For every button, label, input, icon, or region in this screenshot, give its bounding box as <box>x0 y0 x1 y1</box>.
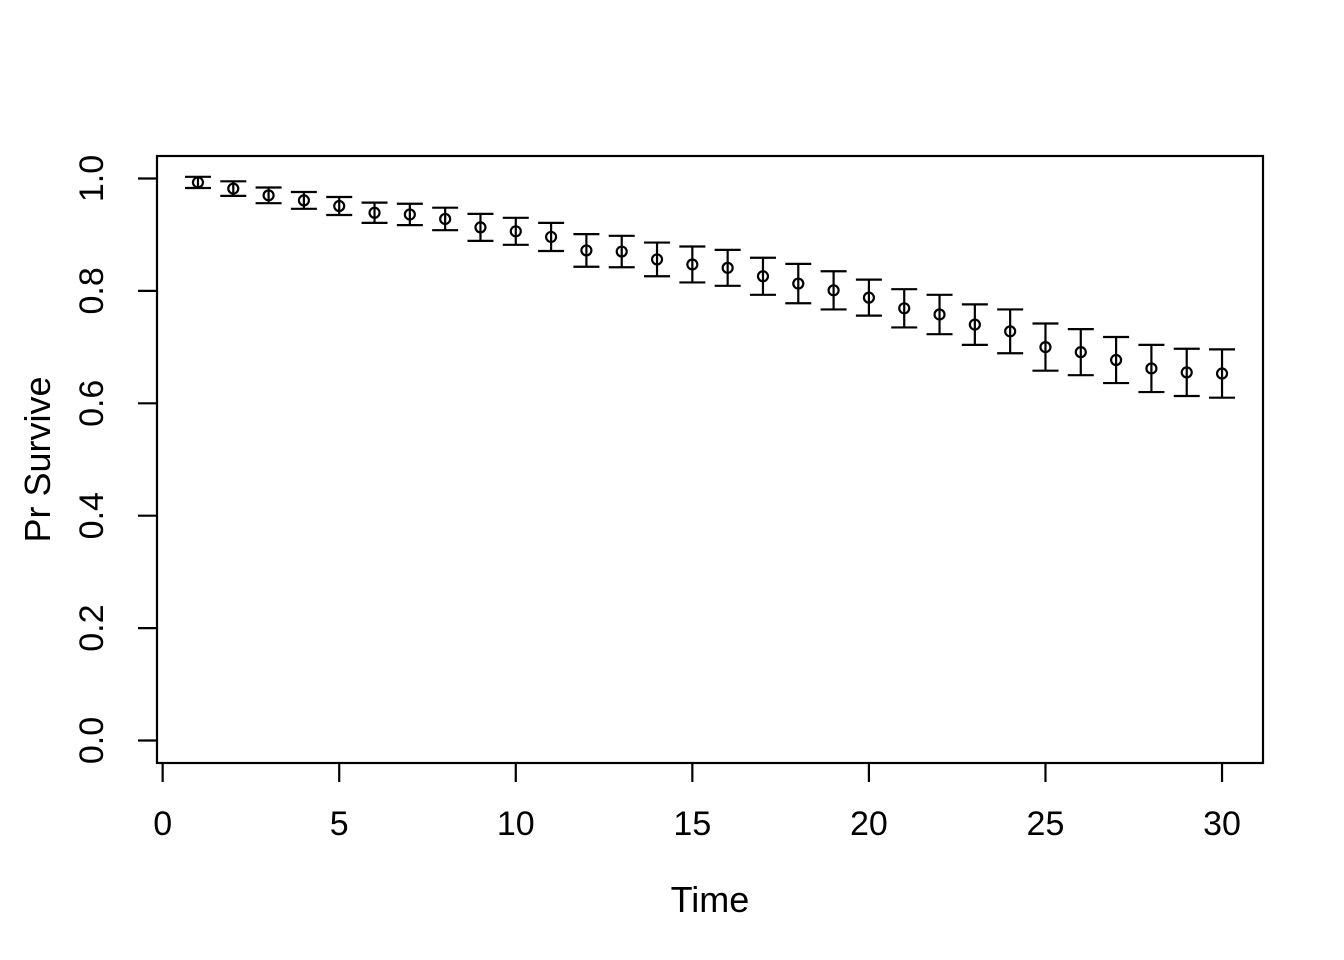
data-point <box>891 288 918 329</box>
data-point <box>1209 348 1236 399</box>
point-marker <box>898 302 911 315</box>
y-tick-label: 0.8 <box>73 267 111 314</box>
y-axis-title: Pr Survive <box>17 376 58 542</box>
point-marker <box>403 208 416 221</box>
point-marker <box>615 245 628 258</box>
point-marker <box>509 225 522 238</box>
data-point <box>820 270 847 311</box>
data-point <box>255 186 282 205</box>
data-series <box>184 175 1236 399</box>
data-point <box>290 190 317 210</box>
data-point <box>573 233 600 268</box>
point-marker <box>191 176 205 189</box>
point-marker <box>227 182 240 195</box>
point-marker <box>933 308 946 321</box>
data-point <box>1173 347 1200 398</box>
x-tick-label: 0 <box>153 805 172 843</box>
point-marker <box>1180 366 1193 379</box>
x-tick-label: 20 <box>850 805 888 843</box>
point-marker <box>1039 340 1052 354</box>
point-marker <box>333 199 346 213</box>
data-point <box>220 180 247 198</box>
data-point <box>749 256 776 296</box>
point-marker <box>474 221 487 234</box>
data-point <box>679 245 706 284</box>
data-point <box>1138 343 1165 394</box>
point-marker <box>439 212 452 226</box>
x-axis: 0 5 10 15 20 25 30 <box>153 763 1241 843</box>
data-point <box>184 175 211 190</box>
point-marker <box>968 318 981 331</box>
data-point <box>997 308 1024 355</box>
data-point <box>1103 335 1130 385</box>
data-point <box>961 303 988 346</box>
x-tick-label: 25 <box>1027 805 1065 843</box>
point-marker <box>1145 362 1158 375</box>
x-tick-label: 5 <box>330 805 349 843</box>
data-point <box>502 216 529 246</box>
point-marker <box>686 258 699 271</box>
point-marker <box>262 189 275 202</box>
point-marker <box>756 270 770 283</box>
y-tick-label: 0.4 <box>73 492 111 539</box>
point-marker <box>580 244 593 257</box>
data-point <box>926 293 953 336</box>
y-axis: 0.0 0.2 0.4 0.6 0.8 1.0 <box>73 155 157 764</box>
data-point <box>714 248 741 287</box>
point-marker <box>721 261 734 274</box>
x-axis-title: Time <box>671 879 750 920</box>
data-point <box>855 278 882 317</box>
y-tick-label: 0.2 <box>73 604 111 651</box>
data-point <box>1067 328 1094 377</box>
point-marker <box>544 230 558 244</box>
point-marker <box>792 277 805 290</box>
data-point <box>785 262 812 305</box>
x-tick-label: 30 <box>1203 805 1241 843</box>
point-marker <box>827 284 840 297</box>
data-point <box>467 212 494 242</box>
point-marker <box>1074 346 1087 359</box>
data-point <box>608 234 635 269</box>
y-tick-label: 1.0 <box>73 155 111 202</box>
y-tick-label: 0.6 <box>73 380 111 427</box>
point-marker <box>1109 353 1123 367</box>
data-point <box>396 202 423 227</box>
point-marker <box>297 194 311 207</box>
data-point <box>538 221 565 253</box>
point-marker <box>1215 367 1229 380</box>
data-point <box>1032 322 1059 372</box>
data-point <box>326 195 353 217</box>
data-point <box>432 206 459 232</box>
plot-box <box>155 154 1265 765</box>
point-marker <box>650 253 664 266</box>
point-marker <box>368 206 381 219</box>
point-marker <box>862 291 876 304</box>
x-tick-label: 10 <box>497 805 535 843</box>
data-point <box>361 201 388 224</box>
x-tick-label: 15 <box>673 805 711 843</box>
y-tick-label: 0.0 <box>73 717 111 764</box>
point-marker <box>1004 325 1017 338</box>
data-point <box>644 241 671 278</box>
